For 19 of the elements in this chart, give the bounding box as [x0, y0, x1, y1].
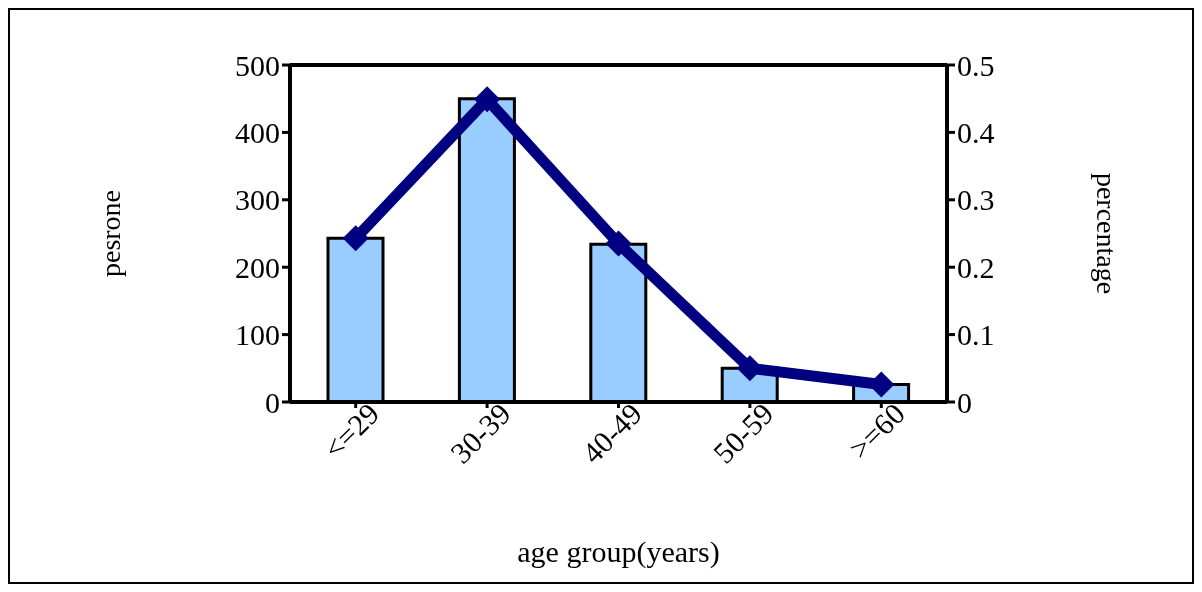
- point: [605, 230, 632, 257]
- y2-tick-label: 0.1: [957, 318, 995, 352]
- y2-tick-label: 0.5: [957, 48, 995, 82]
- y-tick-label: 500: [235, 48, 280, 82]
- y2-tick-label: 0.4: [957, 116, 995, 150]
- y2-tick-label: 0.2: [957, 250, 995, 284]
- y-tick-label: 100: [235, 318, 280, 352]
- point: [342, 225, 369, 252]
- y2-tick-label: 0: [957, 385, 972, 419]
- y-tick-label: 400: [235, 116, 280, 150]
- y-tick-label: 300: [235, 183, 280, 217]
- y-tick-label: 0: [265, 385, 280, 419]
- y2-tick-label: 0.3: [957, 183, 995, 217]
- x-axis-title: age group(years): [517, 535, 720, 569]
- y2-axis-title: percentage: [1091, 172, 1123, 295]
- point: [474, 86, 501, 113]
- y-axis-title: pesrone: [94, 189, 126, 278]
- x-tick-label: <=29: [316, 396, 386, 466]
- y-tick-label: 200: [235, 250, 280, 284]
